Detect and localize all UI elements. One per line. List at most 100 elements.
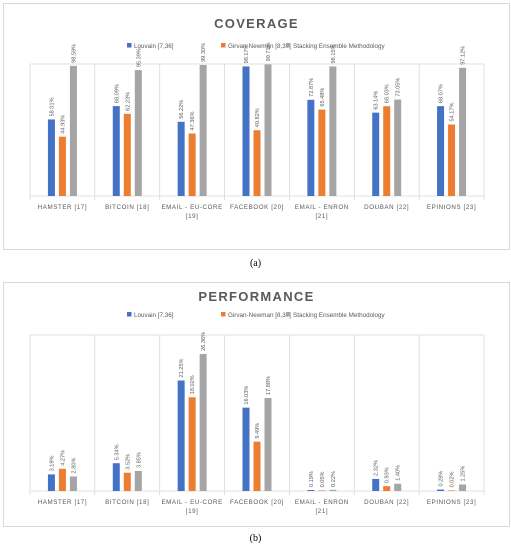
bar xyxy=(199,64,207,196)
category-label: EPINIONS [23] xyxy=(427,204,476,211)
data-label: 72.87% xyxy=(309,78,315,97)
bar xyxy=(329,489,337,491)
category-label: FACEBOOK [20] xyxy=(230,499,284,506)
bar xyxy=(253,130,261,196)
bar xyxy=(394,483,402,491)
data-label: 9.49% xyxy=(255,423,261,439)
data-label: 4.27% xyxy=(60,450,66,466)
data-label: 0.02% xyxy=(450,472,456,488)
data-label: 68.07% xyxy=(439,84,445,103)
bar xyxy=(242,66,250,196)
performance-chart-panel: PERFORMANCE Louvain [7,36] Girvan-Newman [… xyxy=(3,282,510,527)
bar xyxy=(318,490,326,491)
legend-label: Louvain [7,36] xyxy=(134,43,174,50)
bar xyxy=(69,65,77,196)
bar xyxy=(264,398,272,491)
data-label: 0.22% xyxy=(331,471,337,487)
chart-title: COVERAGE xyxy=(214,16,299,31)
bar xyxy=(372,478,380,491)
bar xyxy=(58,468,66,491)
data-label: 0.05% xyxy=(320,472,326,488)
category-label: DOUBAN [22] xyxy=(364,499,409,506)
category-label: DOUBAN [22] xyxy=(364,204,409,211)
performance-chart: PERFORMANCE Louvain [7,36] Girvan-Newman [… xyxy=(29,289,485,515)
category-label: BITCOIN [18] xyxy=(105,499,149,506)
bar xyxy=(459,484,467,491)
category-label: EMAIL - EU-CORE xyxy=(161,499,222,506)
bar xyxy=(188,133,196,196)
data-label: 1.25% xyxy=(461,466,467,482)
category-label: HAMSTER [17] xyxy=(38,499,88,506)
data-label: 0.19% xyxy=(309,471,315,487)
data-label: 65.48% xyxy=(320,88,326,107)
data-label: 0.28% xyxy=(439,471,445,487)
bar xyxy=(307,490,315,491)
bar xyxy=(437,489,445,491)
data-label: 97.12% xyxy=(461,46,467,65)
coverage-chart: COVERAGE Louvain [7,36] Girvan-Newman [8,3… xyxy=(29,16,485,220)
category-label: [21] xyxy=(315,508,328,515)
legend-swatch xyxy=(221,43,226,48)
bar xyxy=(329,66,337,196)
data-label: 0.93% xyxy=(385,467,391,483)
data-label: 98.59% xyxy=(71,44,77,63)
chart-title: PERFORMANCE xyxy=(198,289,314,304)
bar xyxy=(123,472,131,491)
legend-swatch xyxy=(286,312,291,317)
bar xyxy=(47,119,55,196)
data-label: 2.32% xyxy=(374,460,380,476)
data-label: 98.17% xyxy=(244,44,250,63)
data-label: 26.36% xyxy=(201,332,207,351)
data-label: 54.17% xyxy=(450,102,456,121)
bar xyxy=(199,353,207,491)
data-label: 18.02% xyxy=(190,375,196,394)
legend-label: Louvain [7,36] xyxy=(134,312,174,319)
data-label: 99.30% xyxy=(201,43,207,62)
caption-a: (a) xyxy=(249,258,262,269)
category-label: BITCOIN [18] xyxy=(105,204,149,211)
data-label: 63.14% xyxy=(374,91,380,110)
bar xyxy=(264,64,272,196)
data-label: 3.19% xyxy=(49,456,55,472)
category-label: HAMSTER [17] xyxy=(38,204,88,211)
data-label: 1.40% xyxy=(396,465,402,481)
category-label: EMAIL - ENRON xyxy=(295,204,349,211)
data-label: 16.03% xyxy=(244,386,250,405)
bar xyxy=(47,474,55,491)
bar xyxy=(134,470,142,491)
bar xyxy=(318,109,326,196)
data-label: 17.88% xyxy=(266,376,272,395)
data-label: 95.39% xyxy=(136,48,142,67)
data-label: 2.80% xyxy=(71,458,77,474)
data-label: 3.52% xyxy=(125,454,131,470)
legend-label: Girvan-Newman [8,37] xyxy=(228,312,291,319)
data-label: 73.05% xyxy=(396,78,402,97)
bar xyxy=(112,463,120,491)
coverage-chart-panel: COVERAGE Louvain [7,36] Girvan-Newman [8,3… xyxy=(3,3,510,250)
bar xyxy=(242,407,250,491)
bar xyxy=(177,380,185,491)
bar xyxy=(123,113,131,196)
bar xyxy=(134,70,142,196)
category-label: EMAIL - ENRON xyxy=(295,499,349,506)
category-label: [19] xyxy=(186,213,199,220)
bar xyxy=(177,121,185,196)
category-label: [19] xyxy=(186,508,199,515)
data-label: 3.85% xyxy=(136,452,142,468)
bar xyxy=(448,490,456,491)
legend-label: Stacking Ensemble Methodology xyxy=(293,312,386,319)
data-label: 99.71% xyxy=(266,42,272,61)
bar xyxy=(394,99,402,196)
bar xyxy=(112,106,120,196)
data-label: 98.15% xyxy=(331,44,337,63)
bar xyxy=(69,476,77,491)
data-label: 49.82% xyxy=(255,108,261,127)
data-label: 58.01% xyxy=(49,97,55,116)
data-label: 62.23% xyxy=(125,92,131,111)
category-label: FACEBOOK [20] xyxy=(230,204,284,211)
bar xyxy=(188,397,196,491)
data-label: 68.09% xyxy=(114,84,120,103)
data-label: 5.34% xyxy=(114,444,120,460)
bar xyxy=(383,486,391,491)
legend-swatch xyxy=(127,43,132,48)
